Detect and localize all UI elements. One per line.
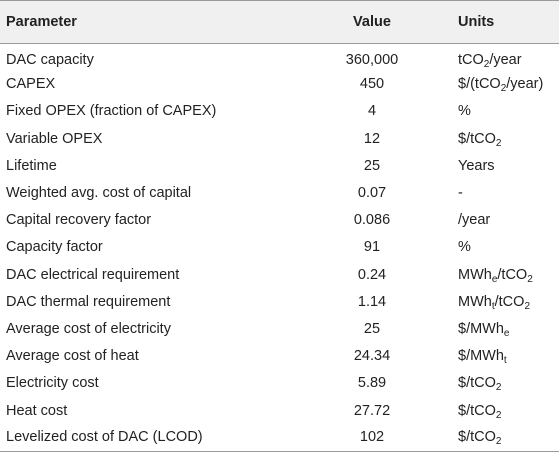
header-parameter: Parameter: [0, 0, 292, 44]
units-cell: %: [452, 234, 559, 261]
parameter-cell: Average cost of heat: [6, 348, 139, 365]
value-cell: 5.89: [357, 375, 387, 392]
table-row: Heat cost 27.72 $/tCO2: [0, 397, 559, 424]
units-cell: MWhe/tCO2: [452, 261, 559, 288]
parameter-cell: Capital recovery factor: [6, 212, 152, 229]
table-row: Capacity factor 91%: [0, 234, 559, 261]
header-units: Units: [452, 0, 559, 44]
table-row: DAC thermal requirement 1.14 MWht/tCO2: [0, 288, 559, 315]
table-row: Electricity cost 5.89 $/tCO2: [0, 370, 559, 397]
value-cell: 4: [367, 103, 377, 120]
value-cell: 1.14: [357, 293, 387, 310]
parameter-cell: Weighted avg. cost of capital: [6, 185, 192, 202]
units-cell: %: [452, 98, 559, 125]
table-row: Average cost of heat 24.34 $/MWht: [0, 343, 559, 370]
units-subscript: 2: [524, 300, 530, 312]
value-cell: 450: [359, 76, 385, 93]
value-cell: 360,000: [345, 52, 399, 69]
parameter-cell: DAC thermal requirement: [6, 293, 171, 310]
units-cell: $/MWht: [452, 343, 559, 370]
units-text: %: [458, 239, 471, 256]
units-subscript: t: [503, 355, 507, 367]
units-cell: $/tCO2: [452, 370, 559, 397]
parameter-cell: DAC capacity: [6, 52, 94, 69]
value-cell: 91: [363, 239, 381, 256]
parameter-cell: Levelized cost of DAC (LCOD): [0, 424, 292, 452]
table-row: Weighted avg. cost of capital 0.07 -: [0, 179, 559, 206]
units-cell: $/(tCO2/year): [452, 71, 559, 98]
parameter-cell: CAPEX: [6, 76, 56, 93]
parameter-cell: Variable OPEX: [6, 130, 103, 147]
table-row: Lifetime 25 Years: [0, 152, 559, 179]
table-row: DAC electrical requirement 0.24 MWhe/tCO2: [0, 261, 559, 288]
units-cell: $/tCO2: [452, 424, 559, 452]
units-subscript: 2: [527, 273, 533, 285]
units-text: %: [458, 103, 471, 120]
units-subscript: 2: [500, 83, 507, 95]
value-cell: 27.72: [353, 402, 391, 419]
header-value: Value: [292, 0, 452, 44]
units-text: $/tCO: [458, 402, 496, 419]
units-text: /year): [506, 76, 544, 93]
table-header: Parameter Value Units: [0, 0, 559, 44]
units-cell: $/tCO2: [452, 125, 559, 152]
units-text: /year: [458, 212, 491, 229]
units-text: tCO: [458, 52, 484, 69]
units-subscript: 2: [495, 382, 502, 394]
table-row: Fixed OPEX (fraction of CAPEX) 4%: [0, 98, 559, 125]
parameter-cell: Average cost of electricity: [6, 320, 171, 337]
units-text: $/tCO: [458, 375, 496, 392]
table-row: CAPEX 450 $/(tCO2/year): [0, 71, 559, 98]
units-text: /tCO: [497, 266, 528, 283]
units-cell: Years: [452, 152, 559, 179]
units-text: -: [458, 185, 463, 202]
units-text: /year: [489, 52, 522, 69]
parameter-cell: Electricity cost: [6, 375, 99, 392]
value-cell: 24.34: [353, 348, 391, 365]
parameter-cell: Fixed OPEX (fraction of CAPEX): [6, 103, 217, 120]
value-cell: 12: [363, 130, 381, 147]
value-cell: 0.07: [357, 185, 387, 202]
parameter-cell: Heat cost: [6, 402, 68, 419]
units-subscript: 2: [495, 409, 502, 421]
value-cell: 0.086: [353, 212, 391, 229]
value-cell: 25: [363, 157, 381, 174]
units-subscript: 2: [483, 59, 490, 71]
units-subscript: 2: [495, 137, 502, 149]
units-cell: $/tCO2: [452, 397, 559, 424]
table-row: Levelized cost of DAC (LCOD) 102 $/tCO2: [0, 424, 559, 452]
table-row: Variable OPEX 12 $/tCO2: [0, 125, 559, 152]
parameters-table: Parameter Value Units DAC capacity 360,00…: [0, 0, 559, 452]
value-cell: 0.24: [357, 266, 387, 283]
units-text: MWh: [458, 293, 492, 310]
units-cell: $/MWhe: [452, 315, 559, 342]
table-row: DAC capacity 360,000 tCO2/year: [0, 44, 559, 71]
units-subscript: t: [491, 300, 495, 312]
units-text: MWh: [458, 266, 492, 283]
units-text: $/MWh: [458, 320, 504, 337]
units-subscript: e: [503, 327, 510, 339]
parameter-cell: DAC electrical requirement: [6, 266, 180, 283]
units-text: $/MWh: [458, 348, 504, 365]
table-body: DAC capacity 360,000 tCO2/year CAPEX 450 $/(t…: [0, 44, 559, 452]
units-subscript: e: [491, 273, 498, 285]
parameter-cell: Capacity factor: [6, 239, 103, 256]
units-cell: -: [452, 179, 559, 206]
units-cell: tCO2/year: [452, 44, 559, 71]
units-text: $/tCO: [458, 429, 496, 446]
units-cell: MWht/tCO2: [452, 288, 559, 315]
value-cell: 102: [292, 424, 452, 452]
units-text: Years: [458, 157, 495, 174]
units-text: $/(tCO: [458, 76, 501, 93]
value-cell: 25: [363, 320, 381, 337]
units-text: $/tCO: [458, 130, 496, 147]
units-subscript: 2: [495, 436, 502, 448]
units-text: /tCO: [494, 293, 525, 310]
header-row: Parameter Value Units: [0, 0, 559, 44]
table-row: Average cost of electricity 25 $/MWhe: [0, 315, 559, 342]
units-cell: /year: [452, 207, 559, 234]
table-row: Capital recovery factor 0.086/year: [0, 207, 559, 234]
parameter-cell: Lifetime: [6, 157, 57, 174]
